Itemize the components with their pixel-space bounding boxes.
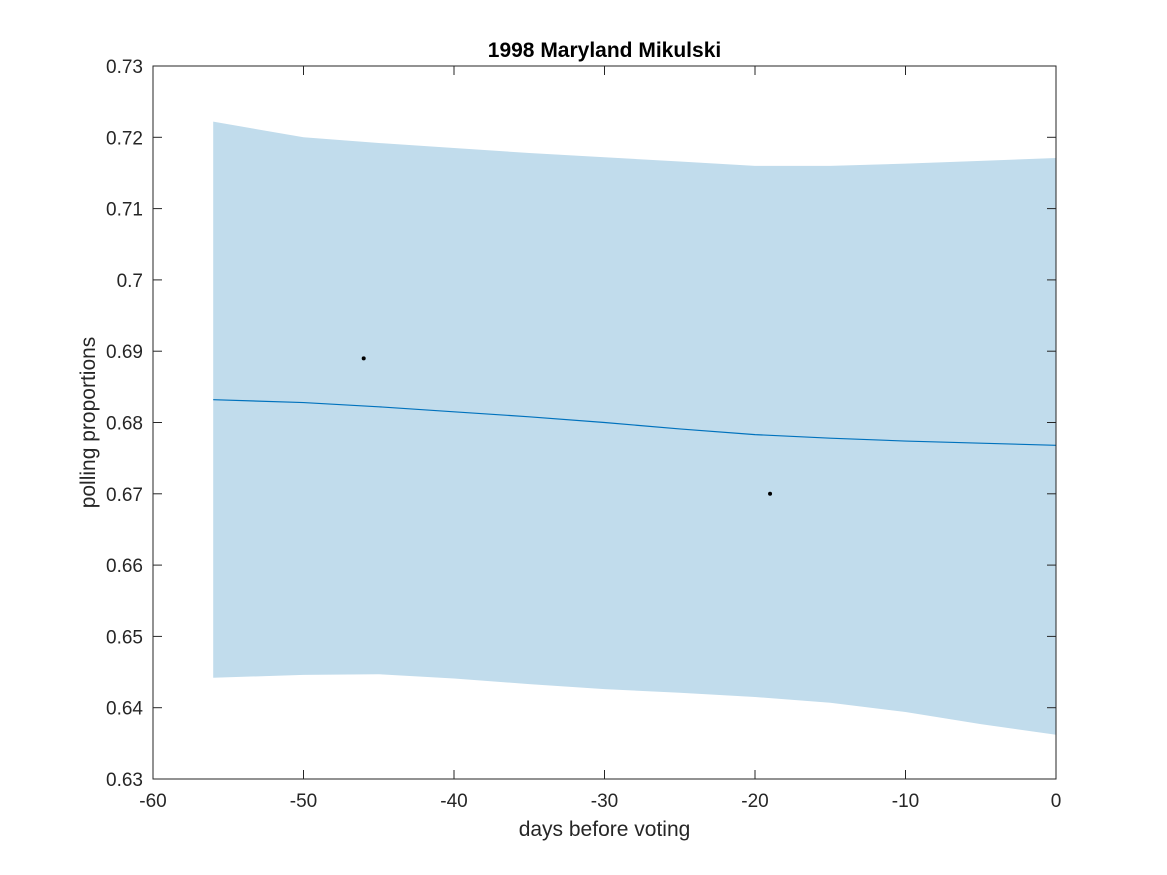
y-axis: 0.63 0.64 0.65 0.66 0.67 0.68 0.69 0.7 0.71 0.72 0… <box>106 57 1056 791</box>
x-tick-label: -50 <box>290 791 317 812</box>
x-axis-label: days before voting <box>519 818 691 841</box>
poll-point <box>361 356 366 361</box>
y-tick-label: 0.64 <box>106 699 143 720</box>
x-tick-label: -40 <box>440 791 467 812</box>
y-tick-label: 0.63 <box>106 770 143 791</box>
x-tick-label: -30 <box>591 791 618 812</box>
confidence-band-layer <box>213 121 1056 735</box>
y-tick-label: 0.71 <box>106 200 143 221</box>
trend-line <box>213 399 1057 446</box>
y-tick-label: 0.72 <box>106 128 143 149</box>
chart-title: 1998 Maryland Mikulski <box>488 39 721 62</box>
poll-points-layer <box>361 356 773 496</box>
x-tick-label: -20 <box>741 791 768 812</box>
x-tick-label: -60 <box>139 791 166 812</box>
y-tick-label: 0.68 <box>106 414 143 435</box>
poll-point <box>768 491 773 496</box>
y-tick-label: 0.67 <box>106 485 143 506</box>
y-axis-label: polling proportions <box>77 337 100 509</box>
x-axis: -60 -50 -40 -30 -20 -10 0 <box>139 66 1061 812</box>
y-tick-label: 0.66 <box>106 556 143 577</box>
y-tick-label: 0.65 <box>106 627 143 648</box>
trend-line-layer <box>213 399 1057 446</box>
y-tick-label: 0.69 <box>106 342 143 363</box>
x-tick-label: 0 <box>1051 791 1062 812</box>
x-tick-label: -10 <box>892 791 919 812</box>
y-tick-label: 0.7 <box>117 271 143 292</box>
confidence-band <box>213 121 1056 735</box>
y-tick-label: 0.73 <box>106 57 143 78</box>
